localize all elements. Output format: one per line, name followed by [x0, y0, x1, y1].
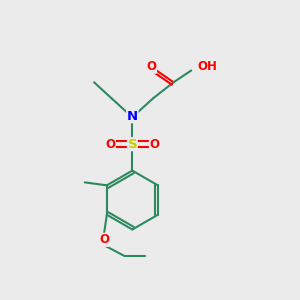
Text: OH: OH — [197, 61, 217, 74]
Text: S: S — [128, 138, 137, 151]
Text: O: O — [146, 60, 157, 73]
Text: O: O — [105, 138, 115, 151]
Text: O: O — [149, 138, 159, 151]
Text: N: N — [127, 110, 138, 123]
Text: O: O — [99, 233, 109, 246]
